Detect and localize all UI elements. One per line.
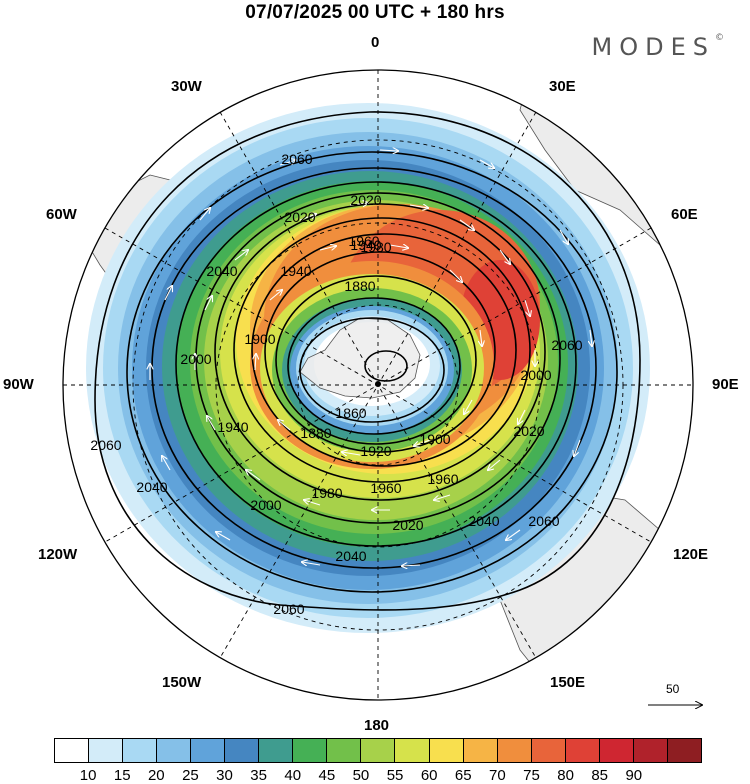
lon-label-60w: 60W	[46, 206, 77, 223]
colorbar-swatch	[667, 739, 701, 762]
contour-label: 2040	[468, 513, 499, 529]
contour-label: 1960	[348, 233, 379, 249]
map-title: 07/07/2025 00 UTC + 180 hrs	[245, 2, 505, 23]
contour-label: 2040	[335, 548, 366, 564]
colorbar-tick-label: 40	[284, 767, 302, 784]
colorbar-swatch	[293, 739, 328, 762]
lon-label-120w: 120W	[38, 546, 78, 563]
contour-label: 1980	[311, 485, 342, 501]
colorbar-swatch	[55, 739, 90, 762]
contour-label: 2060	[281, 151, 312, 167]
contour-label: 2020	[284, 209, 315, 225]
colorbar-tick-label: 65	[454, 767, 472, 784]
contour-label: 1940	[280, 263, 311, 279]
wind-vectors	[150, 150, 592, 566]
contour-label: 2060	[528, 513, 559, 529]
contour-labels: 2060 2060 2060 2060 2060 2040 2040 2040 …	[90, 151, 582, 617]
contour-label: 2020	[392, 517, 423, 533]
colorbar-tick-label: 10	[79, 767, 97, 784]
map-boundary	[62, 69, 694, 701]
colorbar-tick-label: 15	[113, 767, 131, 784]
contour-label: 1940	[350, 237, 381, 253]
colorbar-swatch	[89, 739, 124, 762]
colorbar-tick-label: 85	[591, 767, 609, 784]
colorbar-swatch	[327, 739, 362, 762]
colorbar-tick-label: 80	[557, 767, 574, 784]
lon-label-180: 180	[364, 717, 390, 734]
contour-label: 2020	[350, 192, 381, 208]
colorbar-tick-label: 75	[523, 767, 540, 784]
contour-label: 2060	[90, 437, 121, 453]
contour-label: 2020	[513, 423, 544, 439]
colorbar-swatch	[633, 739, 668, 762]
colorbar-tick-label: 60	[420, 767, 438, 784]
colorbar-swatch	[259, 739, 294, 762]
lon-label-30e: 30E	[549, 78, 576, 95]
lon-label-0: 0	[371, 34, 380, 51]
colorbar-tick-label: 45	[318, 767, 336, 784]
colorbar-swatch	[123, 739, 158, 762]
colorbar	[54, 738, 702, 763]
lon-label-30w: 30W	[171, 78, 202, 95]
lon-label-90w: 90W	[3, 376, 34, 393]
colorbar-swatch	[565, 739, 600, 762]
contour-label: 1860	[335, 405, 366, 421]
colorbar-swatch	[395, 739, 430, 762]
colorbar-swatch	[429, 739, 464, 762]
colorbar-tick-label: 20	[147, 767, 165, 784]
contour-label: 1940	[217, 419, 248, 435]
colorbar-tick-label: 50	[352, 767, 370, 784]
colorbar-swatch	[599, 739, 634, 762]
contour-label: 1920	[360, 443, 391, 459]
colorbar-tick-label: 55	[386, 767, 404, 784]
contour-label: 1880	[344, 278, 375, 294]
contour-label: 1960	[370, 480, 401, 496]
contour-label: 2060	[273, 601, 304, 617]
lon-label-90e: 90E	[712, 376, 739, 393]
colorbar-tick-label: 70	[489, 767, 506, 784]
colorbar-swatch	[191, 739, 226, 762]
contour-label: 1900	[244, 331, 275, 347]
colorbar-tick-label: 30	[216, 767, 233, 784]
colorbar-tick-label: 90	[625, 767, 643, 784]
lon-label-150w: 150W	[162, 674, 202, 691]
lon-label-120e: 120E	[673, 546, 709, 563]
contour-label: 2040	[206, 263, 237, 279]
contour-label: 2060	[551, 337, 582, 353]
colorbar-swatch	[361, 739, 396, 762]
lon-label-150e: 150E	[550, 674, 586, 691]
colorbar-swatch	[225, 739, 260, 762]
colorbar-tick-label: 35	[250, 767, 267, 784]
contour-label: 2000	[180, 351, 211, 367]
contour-label: 1880	[300, 425, 331, 441]
contour-label: 1980	[360, 239, 391, 255]
colorbar-swatch	[463, 739, 498, 762]
lon-label-60e: 60E	[671, 206, 698, 223]
colorbar-swatch	[531, 739, 566, 762]
contour-label: 1900	[419, 431, 450, 447]
south-pole-marker	[375, 381, 381, 387]
logo-text: MODES	[591, 33, 715, 61]
contour-label: 2000	[520, 367, 551, 383]
modes-logo: MODES©	[591, 33, 724, 61]
colorbar-swatch	[497, 739, 532, 762]
colorbar-swatch	[157, 739, 192, 762]
height-contours	[94, 111, 641, 611]
contour-label: 2000	[250, 497, 281, 513]
wind-speed-field: 2060 2060 2060 2060 2060 2040 2040 2040 …	[63, 70, 693, 700]
reference-vector-label: 50	[666, 682, 680, 696]
contour-label: 1960	[427, 471, 458, 487]
contour-label: 2040	[136, 479, 167, 495]
colorbar-tick-label: 25	[182, 767, 199, 784]
